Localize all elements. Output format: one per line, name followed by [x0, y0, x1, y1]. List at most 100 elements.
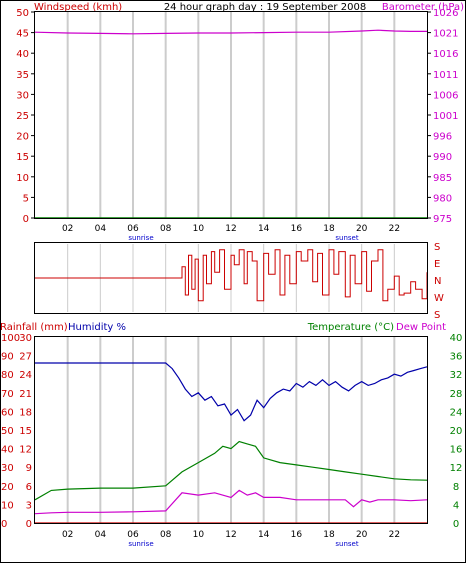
- wind-direction-label: S: [434, 242, 440, 253]
- dewpoint-series-line: [34, 489, 428, 515]
- rainfall-tick-label: 9: [26, 463, 32, 474]
- rainfall-tick-label: 18: [19, 407, 32, 418]
- temperature-tick-label: 8: [453, 482, 459, 493]
- humidity-tick-label: 80: [1, 370, 14, 381]
- wind-direction-series-line: [35, 249, 428, 302]
- humidity-tick-label: 0: [1, 519, 7, 530]
- top-x-tick-label: 04: [95, 224, 107, 234]
- barometer-series-line: [34, 29, 427, 35]
- rainfall-tick-label: 6: [26, 482, 32, 493]
- temperature-tick-label: 0: [453, 519, 459, 530]
- lower-sunrise-label: sunrise: [128, 540, 153, 548]
- temperature-tick-label: 28: [450, 389, 463, 400]
- rainfall-tick-label: 0: [26, 519, 32, 530]
- rainfall-tick-label: 12: [19, 445, 32, 456]
- top-x-tick-label: 12: [225, 224, 236, 234]
- top-x-tick-label: 22: [389, 224, 400, 234]
- top-x-tick-label: 08: [160, 224, 172, 234]
- temperature-series-line: [34, 440, 428, 501]
- top-x-tick-label: 18: [323, 224, 335, 234]
- top-x-tick-labels: 02 04 06 08 10 12 14 16 18 20 22: [62, 224, 400, 234]
- humidity-series-line: [35, 362, 428, 422]
- top-panel-grid: [66, 12, 396, 218]
- barometer-tick-label: 990: [433, 152, 452, 163]
- temperature-tick-label: 24: [450, 407, 463, 418]
- temperature-tick-label: 36: [450, 352, 463, 363]
- top-x-tick-label: 06: [127, 224, 139, 234]
- rainfall-tick-label: 3: [26, 500, 32, 511]
- barometer-tick-label: 1021: [433, 29, 458, 40]
- windspeed-tick-label: 50: [16, 8, 29, 19]
- windspeed-tick-label: 0: [23, 214, 29, 225]
- lower-x-tick-label: 02: [62, 530, 73, 540]
- lower-x-tick-label: 04: [95, 530, 107, 540]
- lower-x-tick-label: 06: [127, 530, 139, 540]
- barometer-tick-label: 1006: [433, 90, 458, 101]
- lower-x-tick-label: 10: [193, 530, 205, 540]
- lower-plot-frame: [34, 336, 428, 524]
- humidity-tick-label: 90: [1, 352, 14, 363]
- top-x-tick-label: 20: [356, 224, 368, 234]
- barometer-tick-labels: 1026 1021 1016 1011 1006 1001 996 990 985 980 975: [427, 8, 458, 225]
- temperature-tick-label: 40: [450, 333, 463, 344]
- barometer-tick-label: 1011: [433, 70, 458, 81]
- top-x-tick-label: 02: [62, 224, 73, 234]
- barometer-tick-label: 996: [433, 132, 452, 143]
- barometer-tick-label: 1001: [433, 111, 458, 122]
- temperature-tick-label: 20: [450, 426, 463, 437]
- lower-x-tick-label: 16: [291, 530, 303, 540]
- wind-direction-label: S: [434, 310, 440, 321]
- humidity-tick-label: 20: [1, 482, 14, 493]
- rainfall-tick-label: 15: [19, 426, 32, 437]
- windspeed-tick-label: 30: [16, 90, 29, 101]
- windspeed-tick-label: 45: [16, 29, 29, 40]
- rainfall-tick-label: 27: [19, 352, 32, 363]
- barometer-tick-label: 985: [433, 173, 452, 184]
- humidity-tick-label: 40: [1, 445, 14, 456]
- temperature-axis-title: Temperature (°C): [307, 322, 394, 333]
- lower-x-tick-labels: 02 04 06 08 10 12 14 16 18 20 22: [62, 530, 400, 540]
- humidity-tick-label: 50: [1, 426, 14, 437]
- humidity-tick-label: 30: [1, 463, 14, 474]
- temperature-tick-label: 32: [450, 370, 463, 381]
- lower-sunset-label: sunset: [335, 540, 358, 548]
- humidity-tick-label: 70: [1, 389, 14, 400]
- barometer-tick-label: 975: [433, 214, 452, 225]
- windspeed-axis-title: Windspeed (kmh): [34, 2, 122, 13]
- graph-title: 24 hour graph day : 19 September 2008: [164, 2, 366, 13]
- wind-direction-label: E: [434, 259, 440, 270]
- wind-direction-label: N: [434, 276, 441, 287]
- lower-x-tick-label: 08: [160, 530, 172, 540]
- barometer-tick-label: 980: [433, 193, 452, 204]
- rainfall-tick-label: 24: [19, 370, 32, 381]
- lower-x-tick-label: 20: [356, 530, 368, 540]
- top-x-tick-label: 14: [258, 224, 270, 234]
- top-x-tick-label: 16: [291, 224, 303, 234]
- rainfall-axis-title: Rainfall (mm): [0, 322, 68, 333]
- top-sunset-label: sunset: [335, 234, 358, 242]
- temperature-tick-label: 16: [450, 445, 463, 456]
- barometer-tick-label: 1016: [433, 49, 458, 60]
- temperature-tick-label: 12: [450, 463, 463, 474]
- lower-x-tick-label: 12: [225, 530, 236, 540]
- windspeed-tick-label: 40: [16, 49, 29, 60]
- humidity-tick-label: 10: [1, 500, 14, 511]
- windspeed-tick-label: 5: [23, 193, 29, 204]
- lower-x-tick-label: 18: [323, 530, 335, 540]
- wind-direction-label: W: [434, 293, 444, 304]
- lower-panel-grid: [66, 337, 396, 523]
- dewpoint-axis-title: Dew Point: [396, 322, 446, 333]
- windspeed-tick-label: 25: [16, 111, 29, 122]
- barometer-tick-label: 1026: [433, 8, 458, 19]
- rainfall-tick-label: 30: [19, 333, 32, 344]
- temperature-tick-label: 4: [453, 500, 459, 511]
- windspeed-tick-label: 20: [16, 132, 29, 143]
- top-plot-frame: [34, 11, 428, 219]
